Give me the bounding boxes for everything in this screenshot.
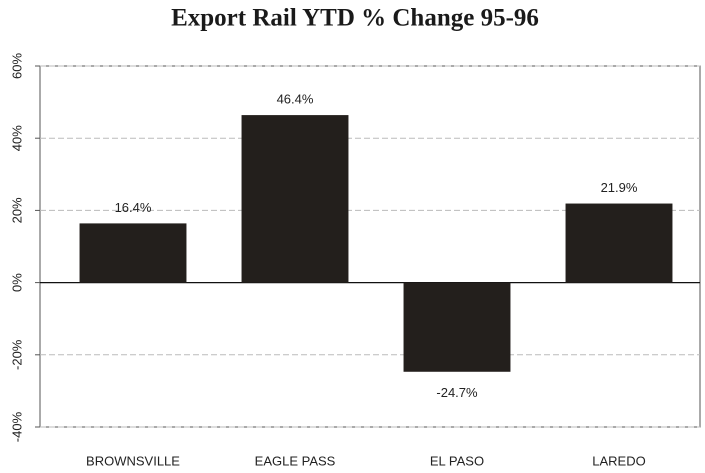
bar xyxy=(79,223,187,283)
y-tick-label: 40% xyxy=(9,125,24,151)
chart-title: Export Rail YTD % Change 95-96 xyxy=(171,5,539,32)
x-tick-label: EL PASO xyxy=(430,453,484,468)
y-tick-label: 20% xyxy=(9,197,24,223)
bar xyxy=(241,115,349,283)
bar xyxy=(403,282,511,372)
y-tick-label: -20% xyxy=(9,339,24,370)
value-label: 46.4% xyxy=(277,92,314,107)
value-label: -24.7% xyxy=(436,385,478,400)
y-tick-label: 0% xyxy=(9,273,24,292)
x-tick-label: EAGLE PASS xyxy=(255,453,336,468)
value-label: 21.9% xyxy=(601,180,638,195)
x-tick-label: BROWNSVILLE xyxy=(86,453,180,468)
x-tick-label: LAREDO xyxy=(592,453,645,468)
y-tick-label: -40% xyxy=(9,411,24,442)
value-label: 16.4% xyxy=(115,200,152,215)
bar xyxy=(565,203,673,283)
y-tick-label: 60% xyxy=(9,53,24,79)
plot-frame xyxy=(39,65,701,428)
